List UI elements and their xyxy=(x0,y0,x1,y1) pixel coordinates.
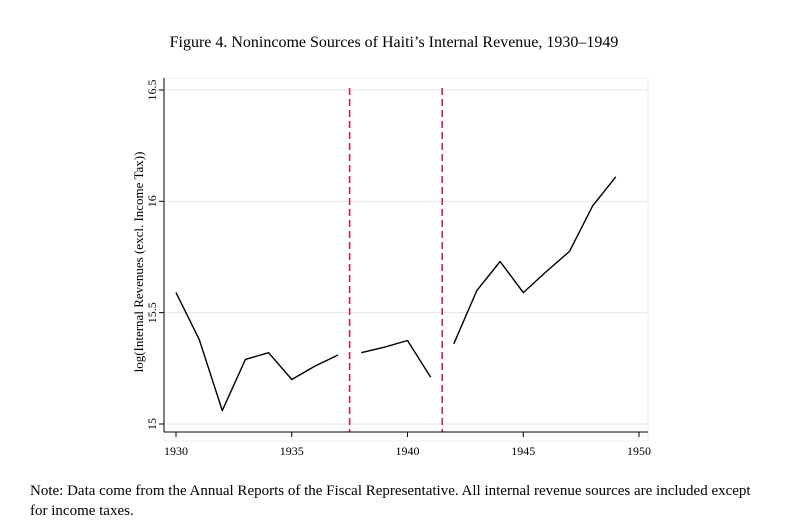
x-tick-label: 1950 xyxy=(627,444,651,458)
x-tick-label: 1940 xyxy=(396,444,420,458)
y-tick-label: 15 xyxy=(145,418,159,430)
y-tick-label: 16 xyxy=(145,195,159,207)
grid xyxy=(165,89,648,425)
series-line xyxy=(361,339,432,378)
reference-lines xyxy=(348,88,444,432)
y-tick-label: 16.5 xyxy=(145,80,159,101)
series-line xyxy=(175,292,339,412)
x-tick-label: 1930 xyxy=(164,444,188,458)
chart-title: Figure 4. Nonincome Sources of Haiti’s I… xyxy=(169,34,619,51)
x-tick-label: 1935 xyxy=(280,444,304,458)
y-axis-label: log(Internal Revenues (excl. Income Tax)… xyxy=(131,152,146,373)
x-tick-label: 1945 xyxy=(511,444,535,458)
y-tick-label: 15.5 xyxy=(145,302,159,323)
series xyxy=(175,176,617,412)
figure-note: Note: Data come from the Annual Reports … xyxy=(30,483,751,519)
series-line xyxy=(453,176,617,345)
axes: 1930 1935 1940 1945 1950 15 15.5 16 16.5 xyxy=(145,78,651,458)
plot-area xyxy=(163,77,649,442)
